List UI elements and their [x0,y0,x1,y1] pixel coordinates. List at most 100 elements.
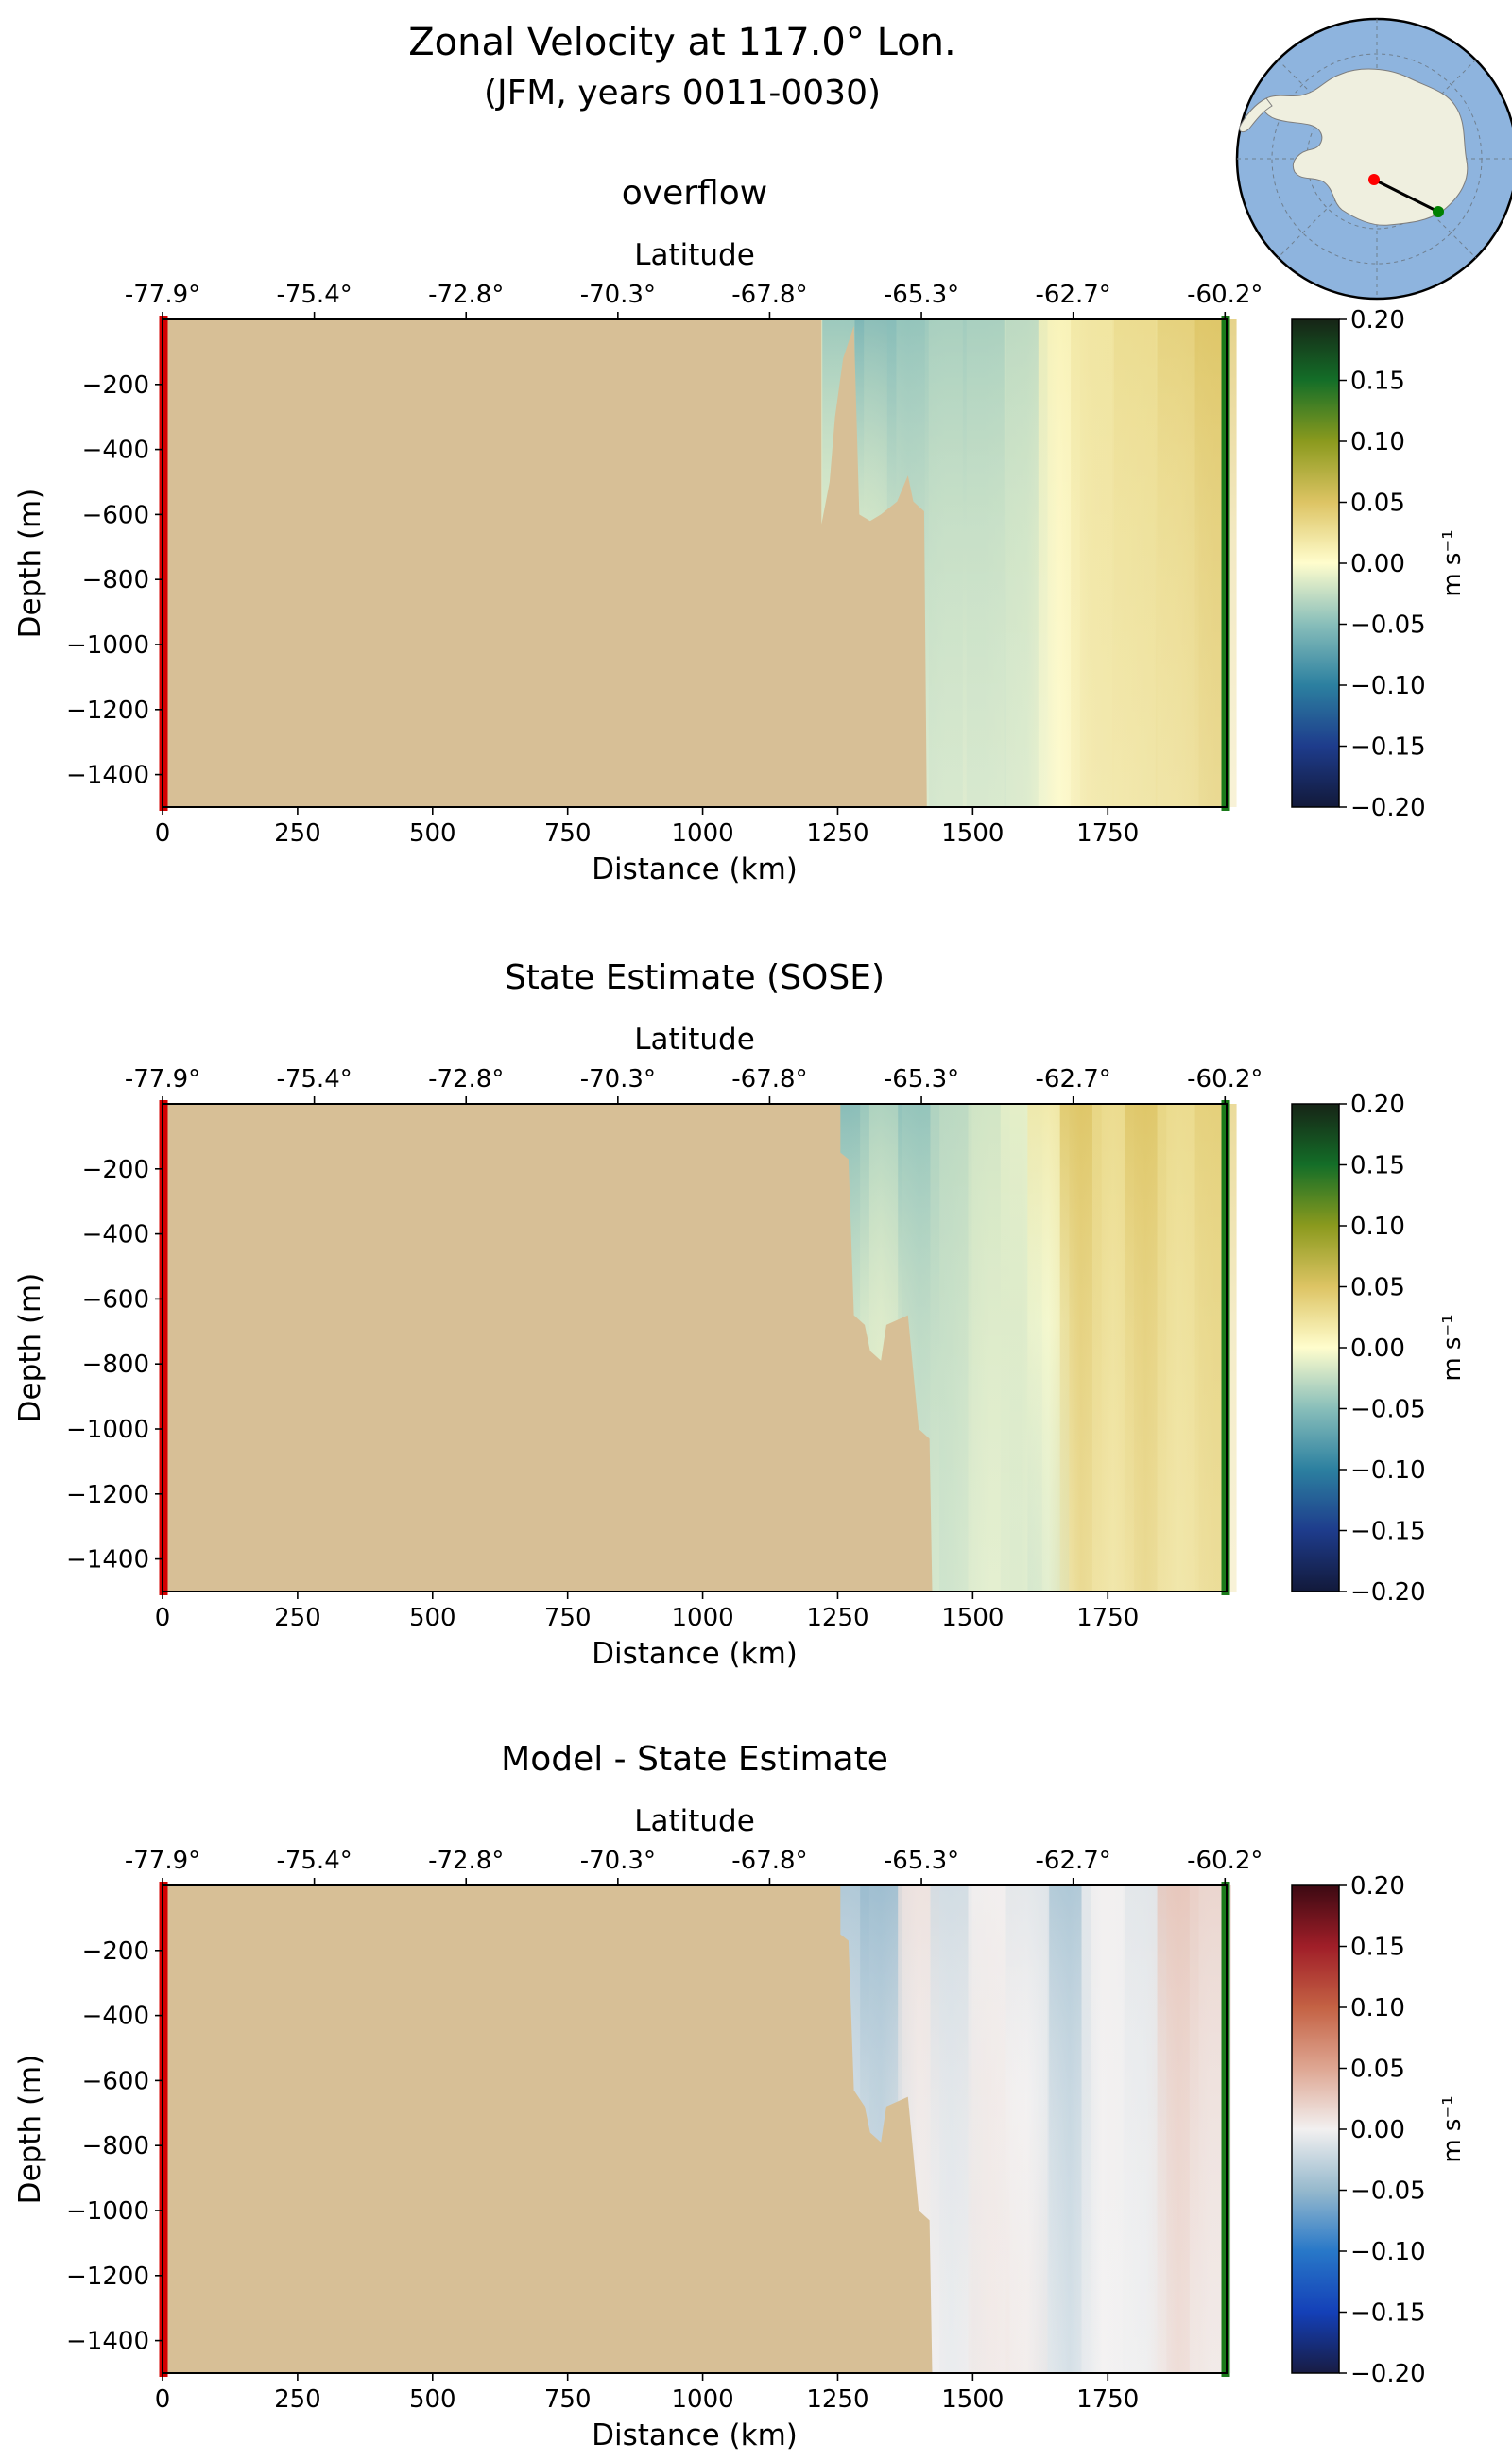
top-tick-label: -62.7° [1036,281,1111,309]
top-axis-label: Latitude [634,1804,755,1838]
panel-2: State Estimate (SOSE) 0 250 500 750 1000 1250 1… [13,958,1467,1671]
panel-title: overflow [622,174,767,213]
top-tick-label: -72.8° [428,1065,504,1093]
y-tick-label: −800 [82,2132,149,2160]
land-mask [163,319,927,807]
x-tick-label: 750 [544,1604,592,1632]
x-tick-label: 1250 [806,1604,868,1632]
x-tick-label: 1750 [1076,819,1139,848]
colorbar: 0.20 0.15 0.10 0.05 0.00 −0.05 −0.10 −0.15 −0.20… [1291,1091,1467,1607]
y-tick-label: −400 [82,1221,149,1249]
y-axis-label: Depth (m) [13,489,47,639]
colorbar-tick-label: 0.20 [1350,1091,1405,1119]
x-tick-label: 500 [409,819,456,848]
x-tick-label: 750 [544,819,592,848]
top-tick-label: -72.8° [428,281,504,309]
x-tick-label: 500 [409,1604,456,1632]
y-tick-label: −1400 [66,2328,149,2356]
x-tick-label: 500 [409,2385,456,2414]
x-tick-label: 0 [155,819,171,848]
colorbar-scale [1291,1103,1340,1592]
y-tick-label: −600 [82,1285,149,1314]
top-tick-label: -60.2° [1187,281,1263,309]
transect-line [1373,178,1439,214]
y-tick-label: −1000 [66,1416,149,1444]
colorbar-tick-label: −0.10 [1350,2238,1426,2266]
y-tick-label: −600 [82,2067,149,2095]
colorbar-tick-label: −0.15 [1350,733,1426,762]
y-tick-label: −200 [82,1937,149,1966]
colorbar: 0.20 0.15 0.10 0.05 0.00 −0.05 −0.10 −0.15 −0.20… [1291,1872,1467,2388]
colorbar-tick-label: 0.05 [1350,1274,1405,1302]
top-tick-label: -67.8° [731,1847,807,1875]
top-tick-label: -62.7° [1036,1065,1111,1093]
x-tick-label: 0 [155,2385,171,2414]
colorbar-tick-label: −0.20 [1350,794,1426,822]
land-mask [163,1885,933,2373]
y-tick-label: −400 [82,437,149,465]
colorbar-tick-label: −0.05 [1350,611,1426,640]
figure-title: Zonal Velocity at 117.0° Lon. [408,21,955,64]
y-tick-label: −800 [82,566,149,594]
colorbar-label: m s⁻¹ [1438,1314,1467,1381]
colorbar-tick-label: 0.15 [1350,1152,1405,1180]
colorbar-tick-label: 0.05 [1350,490,1405,518]
top-tick-label: -77.9° [125,1065,200,1093]
top-tick-label: -70.3° [580,1065,656,1093]
inset-map [1235,17,1512,301]
panel-3: Model - State Estimate 0 250 500 750 1000 1250… [13,1740,1467,2452]
y-tick-label: −1400 [66,762,149,790]
y-tick-label: −1000 [66,631,149,660]
colorbar-tick-label: −0.05 [1350,2177,1426,2206]
x-tick-label: 1000 [671,2385,733,2414]
panel-1: overflow 0 250 500 750 1000 1250 1500 1750 Distan… [13,174,1467,886]
transect-start-marker [1368,174,1380,185]
colorbar-scale [1291,1884,1340,2374]
x-axis-label: Distance (km) [592,852,798,886]
x-tick-label: 1500 [941,819,1004,848]
y-tick-label: −400 [82,2003,149,2031]
x-tick-label: 250 [274,1604,321,1632]
x-tick-label: 1750 [1076,2385,1139,2414]
y-tick-label: −1000 [66,2197,149,2226]
y-tick-label: −1200 [66,697,149,725]
colorbar-label: m s⁻¹ [1438,529,1467,596]
y-tick-label: −800 [82,1351,149,1379]
top-tick-label: -77.9° [125,281,200,309]
top-tick-label: -67.8° [731,281,807,309]
colorbar-tick-label: 0.00 [1350,550,1405,578]
top-tick-label: -75.4° [276,281,352,309]
y-tick-label: −600 [82,501,149,529]
y-tick-label: −1400 [66,1546,149,1575]
colorbar-tick-label: −0.15 [1350,1518,1426,1546]
y-axis-label: Depth (m) [13,1273,47,1423]
x-tick-label: 750 [544,2385,592,2414]
plot-frame [162,1103,1228,1592]
x-tick-label: 250 [274,819,321,848]
top-tick-label: -72.8° [428,1847,504,1875]
colorbar-tick-label: −0.05 [1350,1396,1426,1424]
y-tick-label: −1200 [66,2263,149,2291]
plot-frame [162,1884,1228,2374]
top-tick-label: -75.4° [276,1065,352,1093]
top-tick-label: -75.4° [276,1847,352,1875]
top-tick-label: -67.8° [731,1065,807,1093]
colorbar-tick-label: 0.20 [1350,1872,1405,1901]
colorbar-tick-label: 0.00 [1350,1334,1405,1363]
y-axis-label: Depth (m) [13,2055,47,2205]
x-tick-label: 1750 [1076,1604,1139,1632]
x-tick-label: 1500 [941,1604,1004,1632]
x-axis-label: Distance (km) [592,1637,798,1671]
colorbar-tick-label: 0.15 [1350,1934,1405,1962]
figure-subtitle: (JFM, years 0011-0030) [484,74,881,112]
x-tick-label: 1250 [806,819,868,848]
colorbar-tick-label: −0.10 [1350,672,1426,700]
colorbar-tick-label: 0.00 [1350,2116,1405,2144]
colorbar-tick-label: 0.05 [1350,2056,1405,2084]
top-tick-label: -70.3° [580,281,656,309]
colorbar-scale [1291,318,1340,808]
colorbar-tick-label: 0.15 [1350,368,1405,396]
top-tick-label: -62.7° [1036,1847,1111,1875]
